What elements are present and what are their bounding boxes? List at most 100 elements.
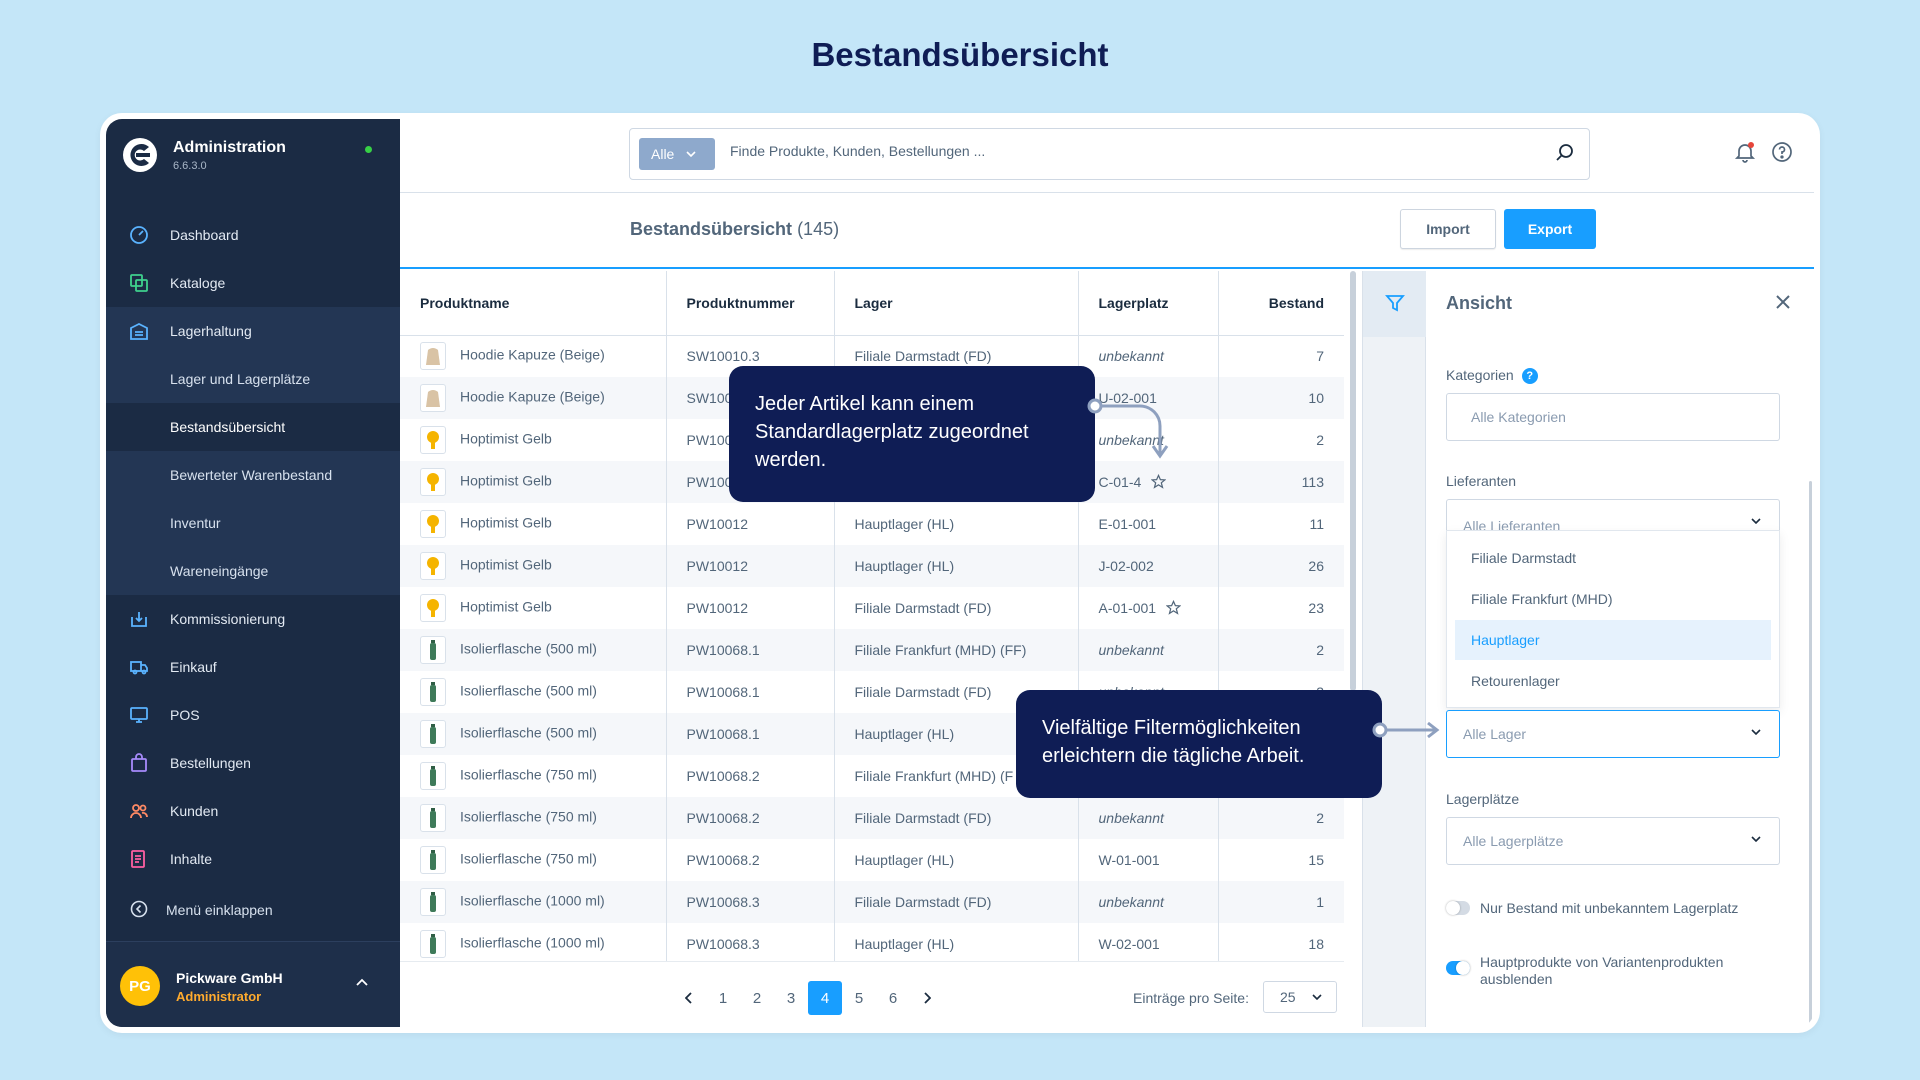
dropdown-option-highlighted[interactable]: Hauptlager: [1455, 620, 1771, 660]
star-icon[interactable]: [1165, 599, 1182, 615]
dropdown-option[interactable]: Filiale Frankfurt (MHD): [1471, 591, 1613, 607]
product-name[interactable]: Isolierflasche (750 ml): [460, 766, 597, 783]
storage-locations-label: Lagerplätze: [1446, 791, 1520, 807]
sidebar-item-pos[interactable]: POS: [106, 691, 400, 739]
cell-bestand: 10: [1217, 377, 1344, 419]
table-row[interactable]: Hoptimist Gelb PW10012 Filiale Darmstadt (…: [400, 587, 1344, 629]
product-name[interactable]: Hoptimist Gelb: [460, 598, 552, 615]
star-icon[interactable]: [1150, 473, 1167, 489]
product-name[interactable]: Isolierflasche (1000 ml): [460, 934, 605, 951]
page-button[interactable]: 1: [718, 989, 728, 1007]
product-name[interactable]: Isolierflasche (750 ml): [460, 850, 597, 867]
table-row[interactable]: Isolierflasche (750 ml) PW10068.2 Hauptlag…: [400, 839, 1344, 881]
sidebar-subitem-lager-und-lagerplaetze[interactable]: Lager und Lagerplätze: [106, 355, 400, 403]
help-icon[interactable]: ?: [1521, 368, 1538, 384]
cell-bestand: 26: [1217, 545, 1344, 587]
table-row[interactable]: Hoptimist Gelb PW10012 Hauptlager (HL) E-01…: [400, 503, 1344, 545]
dropdown-option[interactable]: Retourenlager: [1471, 673, 1560, 689]
sidebar-item-inhalte[interactable]: Inhalte: [106, 835, 400, 883]
sidebar-item-kommissionierung[interactable]: Kommissionierung: [106, 595, 400, 643]
product-thumbnail: [420, 342, 446, 371]
product-name[interactable]: Hoptimist Gelb: [460, 472, 552, 489]
product-name[interactable]: Isolierflasche (750 ml): [460, 808, 597, 825]
previous-page-button[interactable]: [672, 981, 706, 1015]
sidebar-item-lagerhaltung[interactable]: Lagerhaltung: [106, 307, 400, 355]
cell-produktname: Isolierflasche (1000 ml): [400, 923, 666, 961]
unknown-location-toggle[interactable]: [1446, 901, 1470, 915]
filter-icon[interactable]: [1385, 293, 1405, 313]
sidebar-item-einkauf[interactable]: Einkauf: [106, 643, 400, 691]
panel-scrollbar[interactable]: [1809, 481, 1812, 1027]
cell-produktname: Isolierflasche (500 ml): [400, 629, 666, 671]
sidebar-subitem-bestandsuebersicht[interactable]: Bestandsübersicht: [106, 403, 400, 451]
sidebar-item-dashboard[interactable]: Dashboard: [106, 211, 400, 259]
sidebar-item-label: POS: [170, 707, 200, 723]
product-name[interactable]: Isolierflasche (500 ml): [460, 724, 597, 741]
product-name[interactable]: Hoodie Kapuze (Beige): [460, 388, 605, 405]
collapse-menu-button[interactable]: Menü einklappen: [106, 883, 400, 937]
cell-bestand: 2: [1217, 797, 1344, 839]
search-icon[interactable]: [1555, 143, 1575, 163]
sidebar-subitem-inventur[interactable]: Inventur: [106, 499, 400, 547]
sidebar-item-kunden[interactable]: Kunden: [106, 787, 400, 835]
column-header-lagerplatz[interactable]: Lagerplatz: [1077, 271, 1218, 336]
table-scrollbar[interactable]: [1350, 271, 1356, 691]
page-button[interactable]: 2: [752, 989, 762, 1007]
page-button[interactable]: 5: [854, 989, 864, 1007]
filter-panel: Ansicht Kategorien? Alle Kategorien Lief…: [1426, 271, 1814, 1027]
product-name[interactable]: Hoodie Kapuze (Beige): [460, 346, 605, 363]
categories-label-text: Kategorien: [1446, 367, 1514, 383]
per-page-select[interactable]: 25: [1263, 981, 1337, 1013]
table-row[interactable]: Isolierflasche (1000 ml) PW10068.3 Hauptla…: [400, 923, 1344, 961]
sidebar-item-bestellungen[interactable]: Bestellungen: [106, 739, 400, 787]
column-header-produktnummer[interactable]: Produktnummer: [665, 271, 834, 336]
storage-locations-select[interactable]: Alle Lagerplätze: [1446, 817, 1780, 865]
sidebar-item-label: Inhalte: [170, 851, 213, 867]
product-name[interactable]: Isolierflasche (500 ml): [460, 640, 597, 657]
cell-produktname: Hoptimist Gelb: [400, 545, 666, 587]
cell-lagerplatz: U-02-001: [1077, 377, 1218, 419]
dropdown-option[interactable]: Filiale Darmstadt: [1471, 550, 1577, 566]
product-name[interactable]: Hoptimist Gelb: [460, 430, 552, 447]
import-button[interactable]: Import: [1400, 209, 1496, 249]
column-header-lager[interactable]: Lager: [833, 271, 1078, 336]
warehouse-select[interactable]: Alle Lager: [1446, 710, 1780, 758]
warehouse-dropdown: Filiale Darmstadt Filiale Frankfurt (MHD…: [1446, 530, 1780, 708]
hide-parent-products-toggle[interactable]: [1446, 961, 1470, 975]
product-name[interactable]: Isolierflasche (500 ml): [460, 682, 597, 699]
table-row[interactable]: Isolierflasche (750 ml) PW10068.2 Filiale …: [400, 797, 1344, 839]
filter-tab[interactable]: [1363, 271, 1427, 337]
cell-produktnummer: PW10068.2: [665, 755, 834, 797]
product-name[interactable]: Hoptimist Gelb: [460, 556, 552, 573]
page-button-current[interactable]: 4: [808, 981, 842, 1015]
product-name[interactable]: Isolierflasche (1000 ml): [460, 892, 605, 909]
page-button[interactable]: 3: [786, 989, 796, 1007]
table-row[interactable]: Isolierflasche (1000 ml) PW10068.3 Filiale…: [400, 881, 1344, 923]
table-row[interactable]: Hoptimist Gelb PW10012 Hauptlager (HL) J-02…: [400, 545, 1344, 587]
cell-lager: Filiale Darmstadt (FD): [833, 797, 1078, 839]
search-type-select[interactable]: Alle: [639, 138, 715, 170]
cell-produktnummer: PW10012: [665, 587, 834, 629]
column-header-bestand[interactable]: Bestand: [1217, 271, 1344, 336]
search-input[interactable]: [730, 143, 1530, 159]
sidebar-subitem-bewerteter-warenbestand[interactable]: Bewerteter Warenbestand: [106, 451, 400, 499]
page-button[interactable]: 6: [888, 989, 898, 1007]
cell-produktnummer: PW10068.3: [665, 923, 834, 961]
app-logo-icon[interactable]: [122, 137, 158, 173]
notification-bell-icon[interactable]: [1734, 141, 1756, 168]
help-icon[interactable]: [1771, 141, 1793, 168]
export-button[interactable]: Export: [1504, 209, 1596, 249]
chevron-up-icon[interactable]: [356, 975, 368, 989]
table-row[interactable]: Isolierflasche (500 ml) PW10068.1 Filiale …: [400, 629, 1344, 671]
sidebar-item-kataloge[interactable]: Kataloge: [106, 259, 400, 307]
column-header-produktname[interactable]: Produktname: [400, 271, 666, 336]
product-name[interactable]: Hoptimist Gelb: [460, 514, 552, 531]
product-thumbnail: [420, 804, 446, 832]
close-icon[interactable]: [1776, 295, 1790, 309]
user-menu[interactable]: PG Pickware GmbH Administrator: [106, 941, 400, 1027]
next-page-button[interactable]: [910, 981, 944, 1015]
dashboard-icon: [128, 224, 150, 246]
callout-storage-location: Jeder Artikel kann einem Standardlagerpl…: [729, 366, 1095, 502]
sidebar-subitem-wareneingaenge[interactable]: Wareneingänge: [106, 547, 400, 595]
categories-field[interactable]: Alle Kategorien: [1446, 393, 1780, 441]
